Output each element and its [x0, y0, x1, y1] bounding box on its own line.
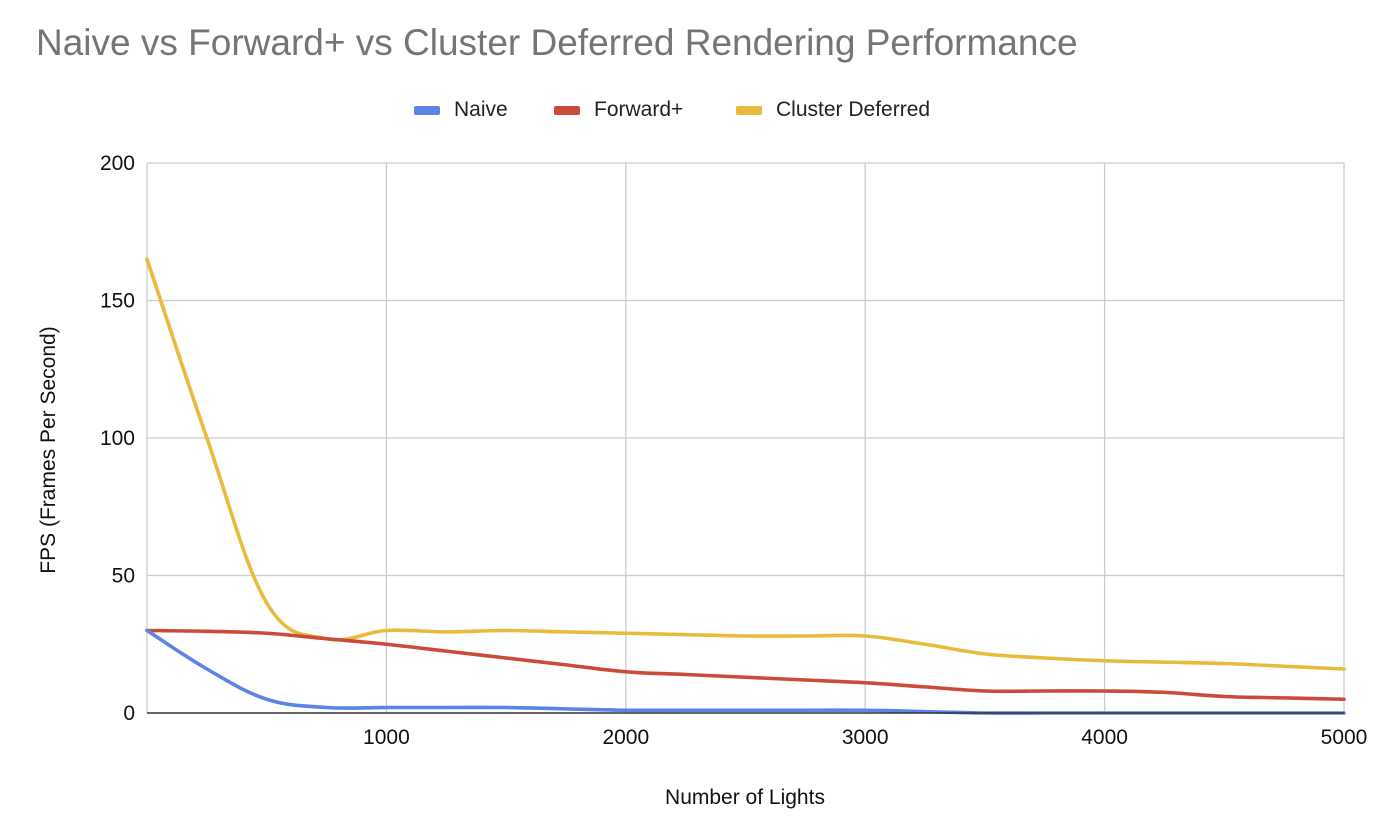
legend-label-forward-plus: Forward+: [594, 98, 684, 121]
legend-item-cluster-deferred[interactable]: Cluster Deferred: [736, 95, 930, 125]
y-axis-label: FPS (Frames Per Second): [37, 326, 60, 573]
legend: Naive Forward+ Cluster Deferred: [0, 95, 1374, 125]
y-tick-label: 100: [100, 427, 135, 450]
x-tick-label: 2000: [602, 726, 649, 749]
y-tick-label: 200: [100, 152, 135, 175]
series-lines: [145, 257, 1346, 715]
legend-swatch-cluster-deferred: [736, 105, 762, 115]
series-line-cluster-deferred: [145, 257, 1346, 671]
x-tick-label: 1000: [363, 726, 410, 749]
series-line-forward-plus: [145, 628, 1346, 702]
tick-labels: 0 50 100 150 200 1000 2000 3000 4000 5000: [100, 152, 1367, 749]
legend-label-cluster-deferred: Cluster Deferred: [776, 98, 931, 121]
y-tick-label: 50: [112, 565, 135, 588]
series-line-naive: [145, 628, 1346, 715]
x-tick-label: 4000: [1081, 726, 1128, 749]
chart-title: Naive vs Forward+ vs Cluster Deferred Re…: [36, 22, 1078, 63]
x-tick-label: 3000: [842, 726, 889, 749]
legend-swatch-forward-plus: [554, 105, 580, 115]
x-axis-label: Number of Lights: [665, 786, 825, 809]
legend-item-naive[interactable]: Naive: [414, 95, 508, 125]
legend-swatch-naive: [414, 105, 440, 115]
gridlines: [146, 162, 1345, 713]
x-tick-label: 5000: [1321, 726, 1368, 749]
y-tick-label: 150: [100, 290, 135, 313]
legend-label-naive: Naive: [454, 98, 508, 121]
legend-item-forward-plus[interactable]: Forward+: [554, 95, 683, 125]
y-tick-label: 0: [123, 702, 135, 725]
